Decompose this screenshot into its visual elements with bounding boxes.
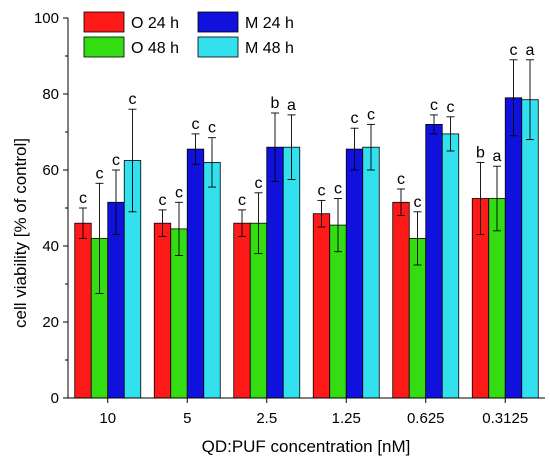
y-axis-title: cell viability [% of control] [11,138,30,328]
y-tick-label: 0 [51,390,59,407]
x-tick-label: 5 [183,410,191,427]
y-tick-label: 20 [42,314,59,331]
legend-label: O 24 h [131,15,179,32]
significance-label: a [526,42,535,59]
ticks-layer: 0 20 40 60 80 100 10 5 2.5 1.25 0.625 0.3125 [34,10,528,427]
legend-swatch [197,36,239,58]
x-tick-label: 0.3125 [482,410,528,427]
significance-label: a [287,97,296,114]
bar-m-24-h [425,124,443,399]
significance-label: c [96,165,104,182]
legend-label: M 24 h [245,15,294,32]
bar-m-48-h [203,161,221,399]
legend-swatch [83,11,125,33]
legend-label: O 48 h [131,40,179,57]
x-tick-label: 10 [99,410,116,427]
x-tick-label: 1.25 [332,410,361,427]
bar-o-24-h [74,222,92,399]
significance-label: c [414,194,422,211]
legend-swatch [83,36,125,58]
bar-m-24-h [345,148,364,399]
y-tick-label: 60 [42,162,59,179]
significance-label: c [367,106,375,123]
significance-label: c [79,190,87,207]
bar-o-24-h [153,222,172,399]
significance-label: c [397,171,405,188]
significance-label: c [129,91,137,108]
significance-label: c [238,192,246,209]
legend-swatch [197,11,239,33]
significance-label: c [255,175,263,192]
significance-label: c [192,116,200,133]
bar-o-24-h [233,222,251,399]
legend: O 24 h O 48 h M 24 h M 48 h [83,11,294,58]
y-tick-label: 40 [42,238,59,255]
bar-m-24-h [186,148,205,399]
bar-m-24-h [504,97,523,399]
bar-m-48-h [362,146,380,399]
x-tick-label: 0.625 [407,410,445,427]
significance-label: c [159,192,167,209]
bar-m-48-h [441,133,460,399]
y-tick-label: 100 [34,10,59,27]
significance-label: c [351,110,359,127]
bar-m-48-h [282,146,301,399]
x-axis-title: QD:PUF concentration [nM] [202,437,411,456]
significance-label: c [175,184,183,201]
legend-label: M 48 h [245,40,294,57]
significance-label: c [112,152,120,169]
significance-label: c [334,181,342,198]
significance-label: b [271,95,280,112]
bar-m-24-h [266,146,284,399]
y-tick-label: 80 [42,86,59,103]
significance-label: c [318,182,326,199]
bar-o-24-h [392,201,410,399]
significance-label: c [430,97,438,114]
bar-m-48-h [521,99,539,399]
x-tick-label: 2.5 [256,410,277,427]
significance-label: c [208,120,216,137]
significance-label: b [476,144,485,161]
significance-label: c [510,42,518,59]
significance-label: a [493,148,502,165]
significance-label: c [447,99,455,116]
bar-o-24-h [312,213,331,399]
